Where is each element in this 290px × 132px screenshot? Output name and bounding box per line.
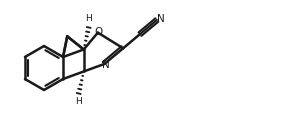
Text: O: O [95, 27, 103, 37]
Text: H: H [75, 97, 82, 107]
Text: N: N [102, 60, 109, 70]
Text: H: H [85, 15, 92, 23]
Text: N: N [157, 14, 165, 24]
